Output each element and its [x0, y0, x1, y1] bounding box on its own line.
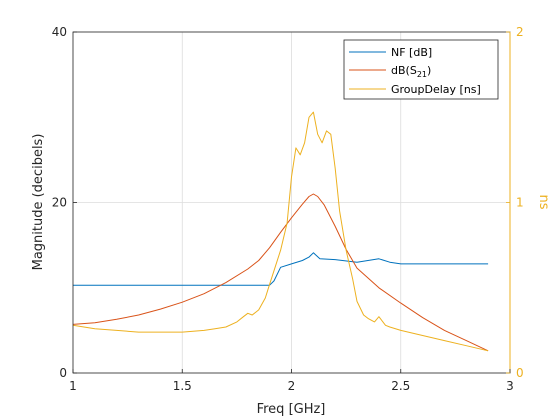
y-right-tick-label: 1 [516, 196, 524, 210]
legend-label-nf: NF [dB] [391, 46, 432, 59]
y-axis-right-title: ns [536, 194, 551, 209]
y-left-tick-label: 20 [52, 196, 67, 210]
x-tick-label: 3 [506, 379, 514, 393]
x-tick-label: 2.5 [391, 379, 410, 393]
y-left-tick-label: 0 [59, 366, 67, 380]
legend-label-s21-sub: 21 [417, 70, 427, 79]
series-line-nf [73, 252, 489, 286]
series-lines [72, 111, 489, 352]
legend-label-s21-prefix: dB(S [391, 64, 417, 77]
legend: NF [dB] dB(S21) GroupDelay [ns] [343, 39, 499, 100]
y-right-tick-label: 2 [516, 25, 524, 39]
series-line-gd [72, 111, 489, 352]
y-left-tick-label: 40 [52, 25, 67, 39]
x-axis-title: Freq [GHz] [257, 402, 326, 417]
legend-label-s21: dB(S21) [391, 64, 431, 79]
x-tick-label: 1 [69, 379, 77, 393]
legend-label-s21-suffix: ) [427, 64, 431, 77]
series-line-s21 [72, 193, 489, 352]
y-axis-left-title: Magnitude (decibels) [31, 134, 46, 271]
x-tick-label: 1.5 [173, 379, 192, 393]
x-tick-label: 2 [288, 379, 296, 393]
legend-label-gd: GroupDelay [ns] [391, 83, 481, 96]
y-right-tick-label: 0 [516, 366, 524, 380]
